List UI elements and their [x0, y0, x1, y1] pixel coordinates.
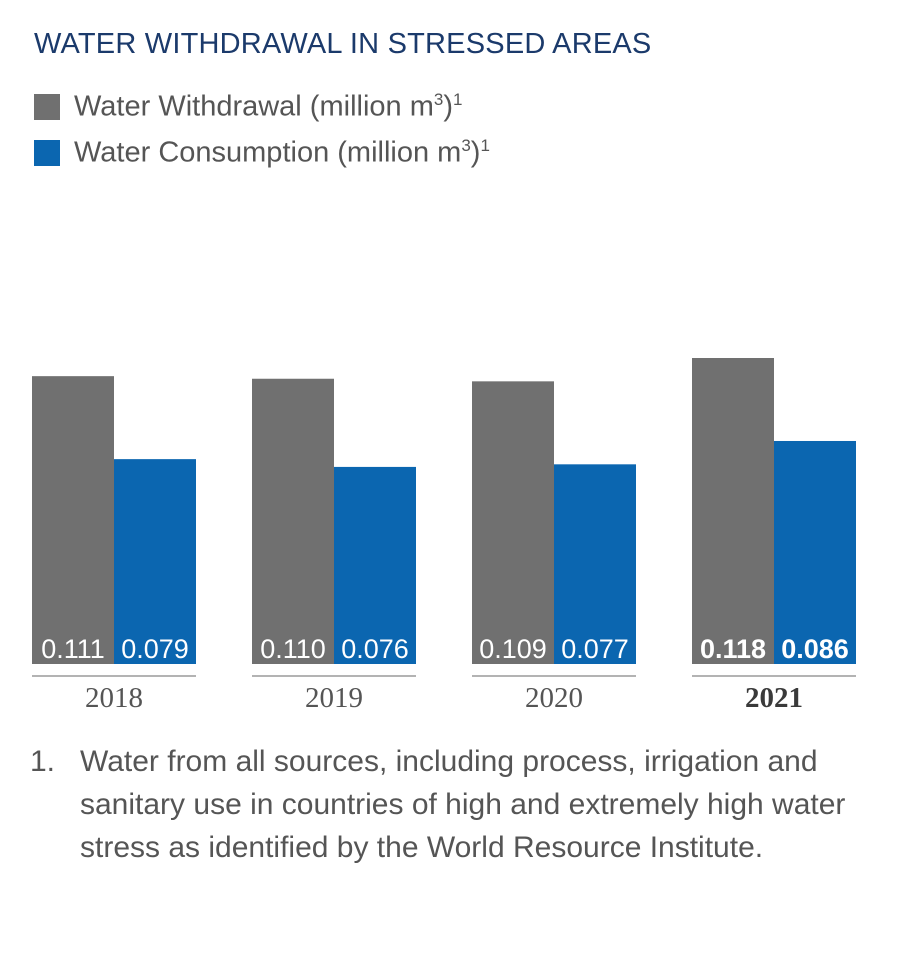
- legend-item-consumption: Water Consumption (million m3)1: [34, 130, 490, 176]
- data-label-withdrawal-2021: 0.118: [700, 634, 766, 664]
- chart-legend: Water Withdrawal (million m3)1 Water Con…: [34, 84, 490, 176]
- legend-swatch-withdrawal: [34, 94, 60, 120]
- x-tick-label-2021: 2021: [745, 682, 803, 714]
- bar-withdrawal-2021: [692, 358, 774, 664]
- data-label-withdrawal-2018: 0.111: [41, 634, 105, 664]
- bar-consumption-2019: [334, 466, 416, 664]
- footnote-number: 1.: [30, 745, 56, 778]
- data-label-consumption-2021: 0.086: [781, 634, 849, 664]
- data-label-withdrawal-2020: 0.109: [479, 634, 547, 664]
- footnote-text: Water from all sources, including proces…: [80, 745, 846, 864]
- x-tick-label-2020: 2020: [525, 682, 583, 714]
- chart-title: WATER WITHDRAWAL IN STRESSED AREAS: [34, 28, 652, 60]
- legend-item-withdrawal: Water Withdrawal (million m3)1: [34, 84, 490, 130]
- data-label-consumption-2019: 0.076: [341, 634, 409, 664]
- x-tick-label-2019: 2019: [305, 682, 363, 714]
- bar-consumption-2020: [554, 464, 636, 664]
- x-tick-label-2018: 2018: [85, 682, 143, 714]
- bar-withdrawal-2019: [252, 378, 334, 664]
- data-label-withdrawal-2019: 0.110: [260, 634, 326, 664]
- bar-consumption-2018: [114, 459, 196, 664]
- data-label-consumption-2020: 0.077: [561, 634, 629, 664]
- bar-consumption-2021: [774, 440, 856, 664]
- data-label-consumption-2018: 0.079: [121, 634, 189, 664]
- legend-label-withdrawal: Water Withdrawal (million m3)1: [74, 90, 463, 123]
- footnote: 1. Water from all sources, including pro…: [30, 740, 850, 869]
- legend-label-consumption: Water Consumption (million m3)1: [74, 136, 490, 169]
- bar-chart: 0.111 0.079 2018 0.110 0.076 2019 0.109 0.077 20…: [32, 358, 856, 714]
- legend-swatch-consumption: [34, 140, 60, 166]
- bar-withdrawal-2020: [472, 381, 554, 664]
- bar-withdrawal-2018: [32, 376, 114, 664]
